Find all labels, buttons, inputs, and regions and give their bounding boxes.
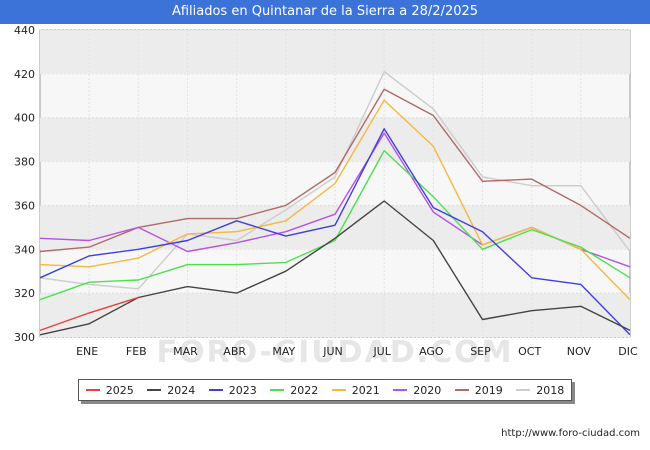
x-tick-label: JUL [372, 345, 391, 358]
legend-item-2024: 2024 [147, 384, 195, 397]
chart-title: Afiliados en Quintanar de la Sierra a 28… [0, 0, 650, 24]
x-tick-label: JUN [322, 345, 343, 358]
legend-item-2025: 2025 [85, 383, 134, 397]
legend-swatch [393, 389, 408, 391]
legend-label: 2023 [228, 383, 257, 397]
series-line-2023 [39, 127, 631, 336]
y-tick-label: 360 [14, 199, 35, 212]
legend-label: 2025 [105, 383, 134, 397]
legend-item-2018: 2018 [516, 384, 564, 397]
legend-item-2021: 2021 [331, 383, 380, 397]
legend: 2025 2024 2023 2022 2021 2020 2019 2018 [78, 379, 572, 401]
grid [40, 29, 630, 338]
legend-item-2023: 2023 [208, 383, 257, 397]
series-line-2022 [39, 149, 631, 301]
legend-label: 2022 [290, 383, 319, 397]
legend-swatch [208, 389, 223, 391]
legend-swatch [516, 389, 531, 391]
x-tick-label: FEB [126, 345, 147, 358]
x-tick-label: ENE [76, 345, 98, 358]
legend-swatch [454, 389, 469, 391]
x-tick-labels: ENE FEB MAR ABR MAY JUN JUL AGO SEP OCT NOV DIC [76, 345, 638, 358]
legend-swatch [85, 389, 100, 391]
x-tick-label: MAY [272, 345, 295, 358]
legend-item-2020: 2020 [393, 384, 441, 397]
legend-label: 2021 [351, 383, 380, 397]
legend-item-2022: 2022 [270, 384, 318, 397]
y-tick-label: 340 [14, 243, 35, 256]
series-lines [39, 70, 631, 336]
x-tick-label: MAR [173, 345, 198, 358]
series-line-2018 [39, 70, 631, 290]
legend-label: 2024 [167, 383, 196, 397]
x-tick-label: AGO [419, 345, 444, 358]
legend-label: 2019 [474, 383, 503, 397]
x-tick-label: DIC [618, 345, 638, 358]
series-line-2021 [39, 99, 631, 301]
y-tick-label: 400 [14, 112, 35, 125]
x-tick-label: SEP [470, 345, 491, 358]
y-tick-label: 300 [14, 331, 35, 344]
series-line-2025 [39, 296, 139, 332]
watermark: FORO-CIUDAD.COM [157, 335, 514, 370]
x-tick-label: ABR [223, 345, 246, 358]
x-tick-label: OCT [518, 345, 541, 358]
y-tick-label: 380 [14, 156, 35, 169]
legend-label: 2018 [536, 383, 565, 397]
source-url[interactable]: http://www.foro-ciudad.com [501, 428, 640, 439]
legend-swatch [331, 389, 346, 391]
legend-item-2019: 2019 [454, 383, 503, 397]
y-tick-label: 420 [14, 68, 35, 81]
legend-label: 2020 [413, 383, 442, 397]
x-tick-label: NOV [567, 345, 592, 358]
legend-swatch [270, 389, 285, 391]
y-tick-label: 440 [14, 24, 35, 37]
y-tick-labels: 300 320 340 360 380 400 420 440 [14, 24, 35, 344]
legend-swatch [147, 389, 162, 391]
y-tick-label: 320 [14, 287, 35, 300]
